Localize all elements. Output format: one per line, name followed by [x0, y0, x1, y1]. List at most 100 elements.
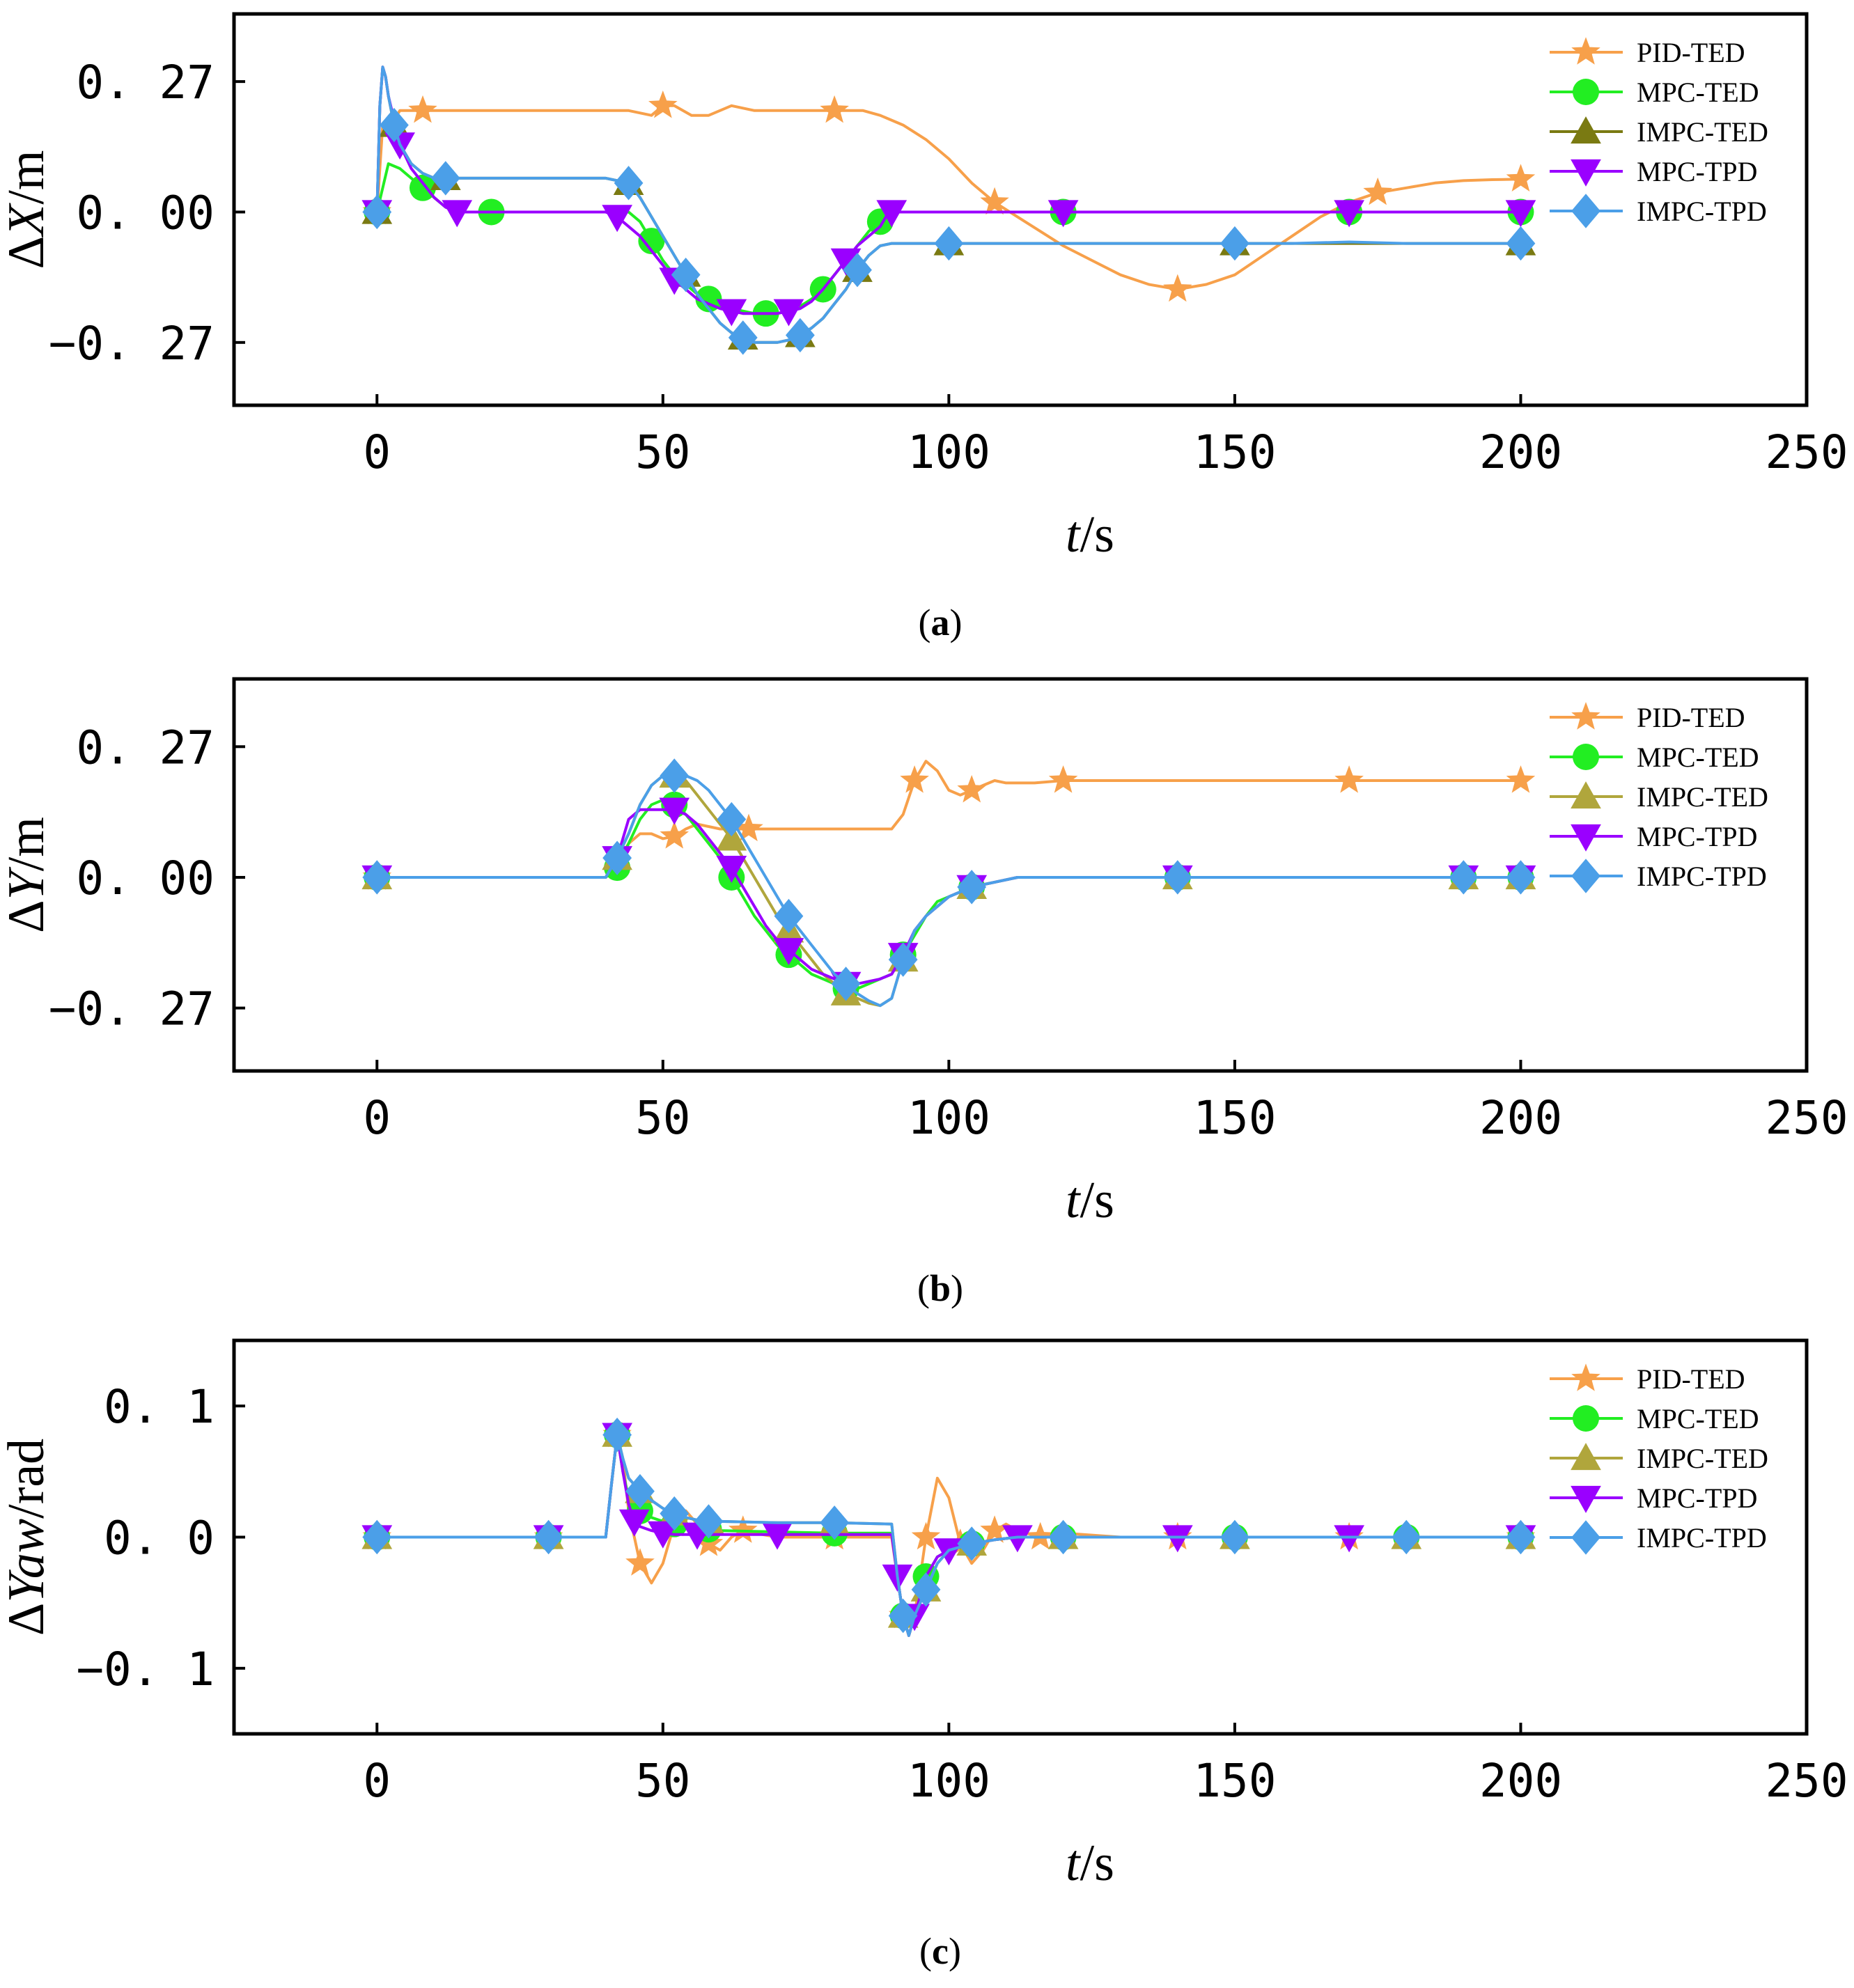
data-point-impc-tpd: [1220, 226, 1249, 261]
legend-swatch-marker: [1571, 37, 1600, 65]
data-point-pid-ted: [1163, 274, 1192, 302]
legend-item-impc-tpd: IMPC-TPD: [1550, 194, 1767, 228]
series-line-mpc-tpd: [375, 65, 1521, 315]
legend-swatch-marker: [1571, 702, 1600, 730]
data-point-impc-tpd: [1392, 1519, 1421, 1555]
legend-swatch-marker: [1571, 159, 1601, 187]
legend-label: MPC-TED: [1637, 1403, 1759, 1434]
series-impc-tpd: [362, 758, 1536, 1008]
x-axis-label: t/s: [1066, 1172, 1114, 1229]
x-tick-label: 200: [1479, 1754, 1562, 1808]
legend-label: MPC-TPD: [1637, 821, 1757, 852]
y-axis-label-var: Yaw: [0, 1519, 55, 1603]
data-point-impc-ted: [716, 823, 747, 851]
data-point-pid-ted: [660, 821, 689, 849]
x-tick-label: 150: [1193, 1091, 1276, 1145]
legend-label: IMPC-TED: [1637, 781, 1768, 813]
x-tick-label: 250: [1765, 425, 1848, 479]
data-point-impc-tpd: [602, 1417, 632, 1453]
legend-label: IMPC-TPD: [1637, 861, 1767, 892]
plot-area: [361, 758, 1536, 1008]
legend-swatch-marker: [1571, 1363, 1600, 1391]
data-point-mpc-tpd: [618, 1509, 650, 1537]
series-mpc-tpd: [361, 65, 1536, 327]
series-mpc-tpd: [361, 1423, 1536, 1637]
y-tick-label: 0. 27: [76, 56, 215, 109]
data-point-impc-tpd: [533, 1519, 563, 1555]
series-impc-ted: [361, 760, 1536, 1008]
legend-swatch-marker: [1571, 1485, 1601, 1513]
legend-item-mpc-ted: MPC-TED: [1550, 1403, 1759, 1434]
data-point-impc-tpd: [625, 1473, 655, 1509]
legend-item-mpc-tpd: MPC-TPD: [1550, 1482, 1757, 1514]
data-point-impc-tpd: [1506, 860, 1536, 895]
data-point-pid-ted: [980, 1515, 1009, 1543]
series-pid-ted: [362, 760, 1536, 890]
data-point-impc-tpd: [362, 1519, 392, 1555]
data-point-mpc-tpd: [442, 200, 473, 228]
legend-item-mpc-ted: MPC-TED: [1550, 77, 1759, 108]
data-point-pid-ted: [957, 775, 986, 803]
data-point-impc-tpd: [717, 801, 747, 837]
legend-swatch-marker: [1573, 744, 1599, 770]
data-point-pid-ted: [1363, 177, 1392, 205]
x-tick-label: 100: [907, 1754, 990, 1808]
caption-letter: a: [931, 602, 950, 643]
legend-label: MPC-TED: [1637, 742, 1759, 773]
panel-a: 0 50 100 150 200 250 0. 27 0. 00 −0. 27 t/s ΔX/m PI…: [0, 12, 1848, 643]
data-point-mpc-tpd: [1162, 1525, 1193, 1553]
y-tick-label: 0. 00: [76, 186, 215, 240]
data-point-mpc-tpd: [1047, 200, 1079, 228]
data-point-mpc-tpd: [1334, 200, 1364, 228]
caption-letter: c: [932, 1930, 949, 1972]
data-point-impc-tpd: [1162, 860, 1192, 895]
x-axis-label-unit: /s: [1080, 506, 1114, 563]
series-line-pid-ted: [375, 104, 1521, 291]
y-axis-label-delta: Δ: [0, 236, 55, 269]
legend-swatch-marker: [1571, 194, 1600, 228]
y-axis-label: ΔY/m: [0, 817, 55, 933]
y-axis-label-unit: /m: [0, 150, 55, 205]
data-point-pid-ted: [625, 1548, 655, 1576]
x-tick-label: 100: [907, 425, 990, 479]
legend-swatch-marker: [1571, 1443, 1601, 1471]
x-axis-label-var: t: [1066, 1172, 1082, 1229]
data-point-mpc-tpd: [762, 1522, 793, 1550]
data-point-mpc-ted: [638, 228, 665, 255]
legend-item-impc-ted: IMPC-TED: [1550, 781, 1768, 813]
legend-label: IMPC-TED: [1637, 1443, 1768, 1474]
legend-item-pid-ted: PID-TED: [1550, 37, 1745, 68]
x-axis-label-unit: /s: [1080, 1172, 1114, 1229]
panel-c: 0 50 100 150 200 250 0. 1 0. 0 −0. 1 t/s ΔYaw/rad P…: [0, 1338, 1848, 1972]
series-line-impc-tpd: [377, 774, 1521, 1008]
x-tick-label: 100: [907, 1091, 990, 1145]
legend-swatch-marker: [1573, 79, 1599, 105]
x-axis-label-unit: /s: [1080, 1835, 1114, 1892]
y-tick-label: 0. 00: [76, 852, 215, 905]
legend-label: MPC-TPD: [1637, 156, 1757, 187]
x-tick-label: 250: [1765, 1091, 1848, 1145]
data-point-impc-tpd: [671, 257, 701, 292]
y-axis-label-unit: /m: [0, 817, 55, 871]
data-point-pid-ted: [900, 765, 929, 793]
data-point-impc-tpd: [957, 1526, 987, 1561]
data-point-impc-tpd: [911, 1572, 941, 1607]
data-point-impc-tpd: [694, 1504, 724, 1539]
panel-b: 0 50 100 150 200 250 0. 27 0. 00 −0. 27 t/s ΔY/m PI…: [0, 677, 1848, 1309]
series-pid-ted: [362, 91, 1536, 302]
data-point-mpc-tpd: [647, 1521, 678, 1549]
caption-open-paren: (: [919, 602, 931, 643]
data-point-pid-ted: [729, 1515, 758, 1543]
data-point-impc-tpd: [820, 1505, 850, 1540]
x-axis-label-var: t: [1066, 506, 1082, 563]
panel-caption: (a): [919, 602, 963, 643]
x-tick-label: 250: [1765, 1754, 1848, 1808]
y-tick-label: −0. 27: [49, 983, 215, 1036]
legend-item-impc-tpd: IMPC-TPD: [1550, 1520, 1767, 1555]
legend-label: IMPC-TPD: [1637, 196, 1767, 227]
data-point-impc-tpd: [888, 942, 918, 977]
legend-item-impc-tpd: IMPC-TPD: [1550, 859, 1767, 893]
legend: PID-TED MPC-TED IMPC-TED MPC-TPD IMPC-TPD: [1550, 37, 1768, 228]
legend-label: PID-TED: [1637, 702, 1745, 733]
data-point-pid-ted: [1334, 765, 1364, 793]
